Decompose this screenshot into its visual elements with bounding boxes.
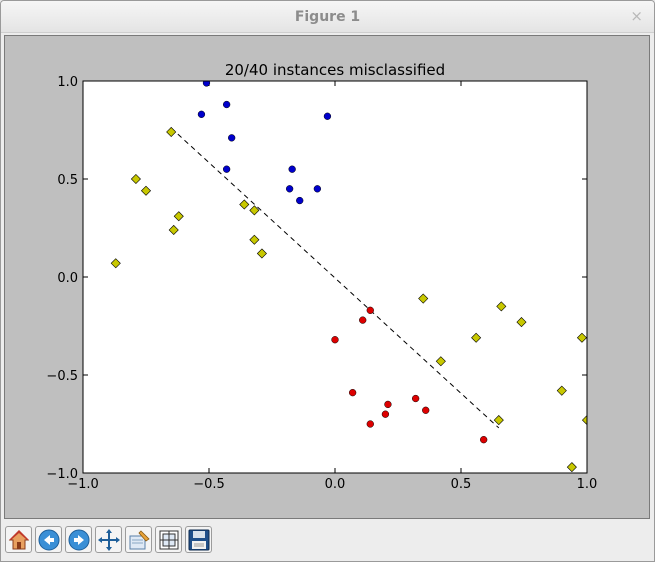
scatter-point xyxy=(222,165,231,173)
axes-background xyxy=(83,81,587,473)
subplots-icon xyxy=(159,530,179,550)
scatter-point xyxy=(381,410,390,418)
scatter-point xyxy=(197,110,206,118)
scatter-point xyxy=(249,205,260,216)
axes-frame xyxy=(82,80,588,474)
x-tick-label: −0.5 xyxy=(193,477,225,492)
pan-icon xyxy=(98,529,120,551)
scatter-point xyxy=(348,388,357,397)
x-tick-label: 0.0 xyxy=(325,477,346,492)
scatter-plot: 20/40 instances misclassified −1.0 −0.5 0.… xyxy=(46,61,598,492)
scatter-point xyxy=(173,211,184,222)
scatter-point xyxy=(140,185,152,196)
zoom-button[interactable] xyxy=(125,526,152,553)
pan-button[interactable] xyxy=(95,526,122,553)
scatter-point xyxy=(480,436,488,444)
floppy-icon xyxy=(188,529,210,551)
y-tick-label: 0.0 xyxy=(57,271,78,286)
chart-title: 20/40 instances misclassified xyxy=(225,61,445,79)
plot-marks xyxy=(110,81,587,473)
scatter-point xyxy=(366,420,374,428)
scatter-point xyxy=(422,406,430,414)
scatter-point xyxy=(576,332,587,343)
scatter-point xyxy=(493,415,504,426)
configure-subplots-button[interactable] xyxy=(155,526,182,553)
arrow-right-icon xyxy=(68,529,90,551)
scatter-point xyxy=(228,134,236,142)
title-bar[interactable]: Figure 1 × xyxy=(1,1,654,33)
forward-button[interactable] xyxy=(65,526,92,553)
arrow-left-icon xyxy=(38,529,60,551)
scatter-point xyxy=(222,100,231,109)
scatter-point xyxy=(496,301,507,312)
figure-canvas[interactable]: 20/40 instances misclassified −1.0 −0.5 0.… xyxy=(4,35,650,519)
scatter-point xyxy=(516,317,527,328)
scatter-point xyxy=(566,462,577,473)
scatter-point xyxy=(435,356,446,367)
scatter-point xyxy=(313,185,322,193)
x-tick-label: −1.0 xyxy=(67,477,99,492)
scatter-point xyxy=(285,185,294,193)
scatter-point xyxy=(556,385,567,396)
y-tick-label: 0.5 xyxy=(57,173,78,188)
scatter-point xyxy=(110,258,121,269)
x-tick-label: 0.5 xyxy=(451,477,472,492)
window-title: Figure 1 xyxy=(294,9,361,25)
y-tick-label: −0.5 xyxy=(46,369,78,384)
scatter-point xyxy=(296,196,304,205)
scatter-point xyxy=(168,224,179,235)
navigation-toolbar xyxy=(1,521,654,561)
y-tick-label: −1.0 xyxy=(46,467,78,482)
x-tick-label: 1.0 xyxy=(577,477,598,492)
y-tick-label: 1.0 xyxy=(57,75,78,90)
scatter-point xyxy=(418,293,429,304)
back-button[interactable] xyxy=(35,526,62,553)
scatter-point xyxy=(166,126,177,137)
save-button[interactable] xyxy=(185,526,212,553)
scatter-point xyxy=(256,248,267,259)
scatter-point xyxy=(471,332,482,343)
scatter-point xyxy=(249,234,260,245)
decision-boundary-line xyxy=(170,127,500,429)
scatter-point xyxy=(239,199,250,210)
home-button[interactable] xyxy=(5,526,32,553)
scatter-point xyxy=(384,400,392,409)
scatter-point xyxy=(331,336,339,344)
scatter-point xyxy=(359,316,367,324)
home-icon xyxy=(8,530,30,550)
scatter-point xyxy=(366,306,374,314)
scatter-point xyxy=(323,112,332,120)
zoom-rect-icon xyxy=(129,530,150,550)
scatter-point xyxy=(581,415,587,426)
close-icon[interactable]: × xyxy=(630,7,643,25)
scatter-point xyxy=(288,165,296,173)
scatter-point xyxy=(130,173,141,185)
scatter-point xyxy=(202,81,211,87)
scatter-point xyxy=(411,394,420,403)
